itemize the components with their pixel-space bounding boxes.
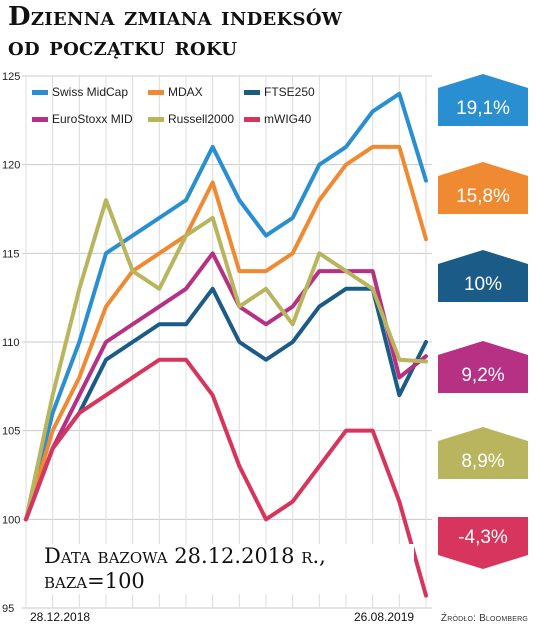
base-note-line-1: Data bazowa 28.12.2018 r., (44, 544, 326, 568)
change-badge-arrow (438, 162, 528, 214)
source-note: Źródło: Bloomberg (440, 613, 528, 624)
legend-label: Swiss MidCap (52, 85, 128, 99)
legend: Swiss MidCap MDAX FTSE250 EuroStoxx MID Russ… (32, 85, 315, 126)
change-badge-label: 15,8% (456, 186, 510, 207)
legend-label: FTSE250 (264, 85, 315, 99)
y-tick-label: 115 (2, 248, 20, 260)
chart-title: Dzienna zmiana indeksów od początku roku (8, 2, 342, 62)
y-tick-label: 95 (2, 603, 14, 615)
series-line (24, 91, 428, 522)
title-line-1: Dzienna zmiana indeksów (8, 2, 343, 32)
legend-label: Russell2000 (168, 112, 234, 126)
series-line (24, 357, 428, 598)
y-tick-labels: 95 100 105 110 115 120 125 (2, 71, 20, 615)
y-tick-label: 125 (2, 71, 20, 83)
series-line (24, 251, 428, 522)
legend-swatch (244, 90, 260, 95)
legend-swatch (244, 117, 260, 122)
change-badge-arrow (438, 427, 528, 479)
change-badge-arrow (438, 250, 528, 302)
legend-label: MDAX (168, 85, 203, 99)
change-badge-label: 10% (464, 274, 502, 295)
title-line-2: od początku roku (8, 32, 238, 62)
change-badge-label: 9,2% (461, 365, 504, 386)
series-line (24, 144, 428, 522)
legend-swatch (148, 117, 164, 122)
series-line (24, 286, 428, 522)
legend-label: EuroStoxx MID (52, 112, 133, 126)
y-tick-label: 100 (2, 514, 20, 526)
legend-swatch (32, 117, 48, 122)
x-end-date: 26.08.2019 (354, 610, 415, 624)
change-badge-label: 8,9% (461, 451, 504, 472)
y-tick-label: 120 (2, 160, 20, 172)
x-start-date: 28.12.2018 (30, 610, 91, 624)
y-tick-label: 110 (2, 337, 20, 349)
base-note: Data bazowa 28.12.2018 r., baza=100 (44, 544, 414, 594)
change-badge-label: 19,1% (456, 98, 510, 119)
base-note-line-2: baza=100 (44, 569, 145, 593)
change-badge-arrow (438, 517, 528, 569)
legend-swatch (148, 90, 164, 95)
series-line (24, 198, 428, 522)
change-badge-arrow (438, 341, 528, 393)
change-badge-label: -4,3% (458, 527, 508, 548)
change-badges: 19,1% 15,8% 10% 9,2% 8,9% -4,3% (438, 74, 528, 569)
series-lines (24, 91, 428, 598)
legend-label: mWIG40 (264, 112, 312, 126)
change-badge-arrow (438, 74, 528, 126)
legend-swatch (32, 90, 48, 95)
y-tick-label: 105 (2, 426, 20, 438)
